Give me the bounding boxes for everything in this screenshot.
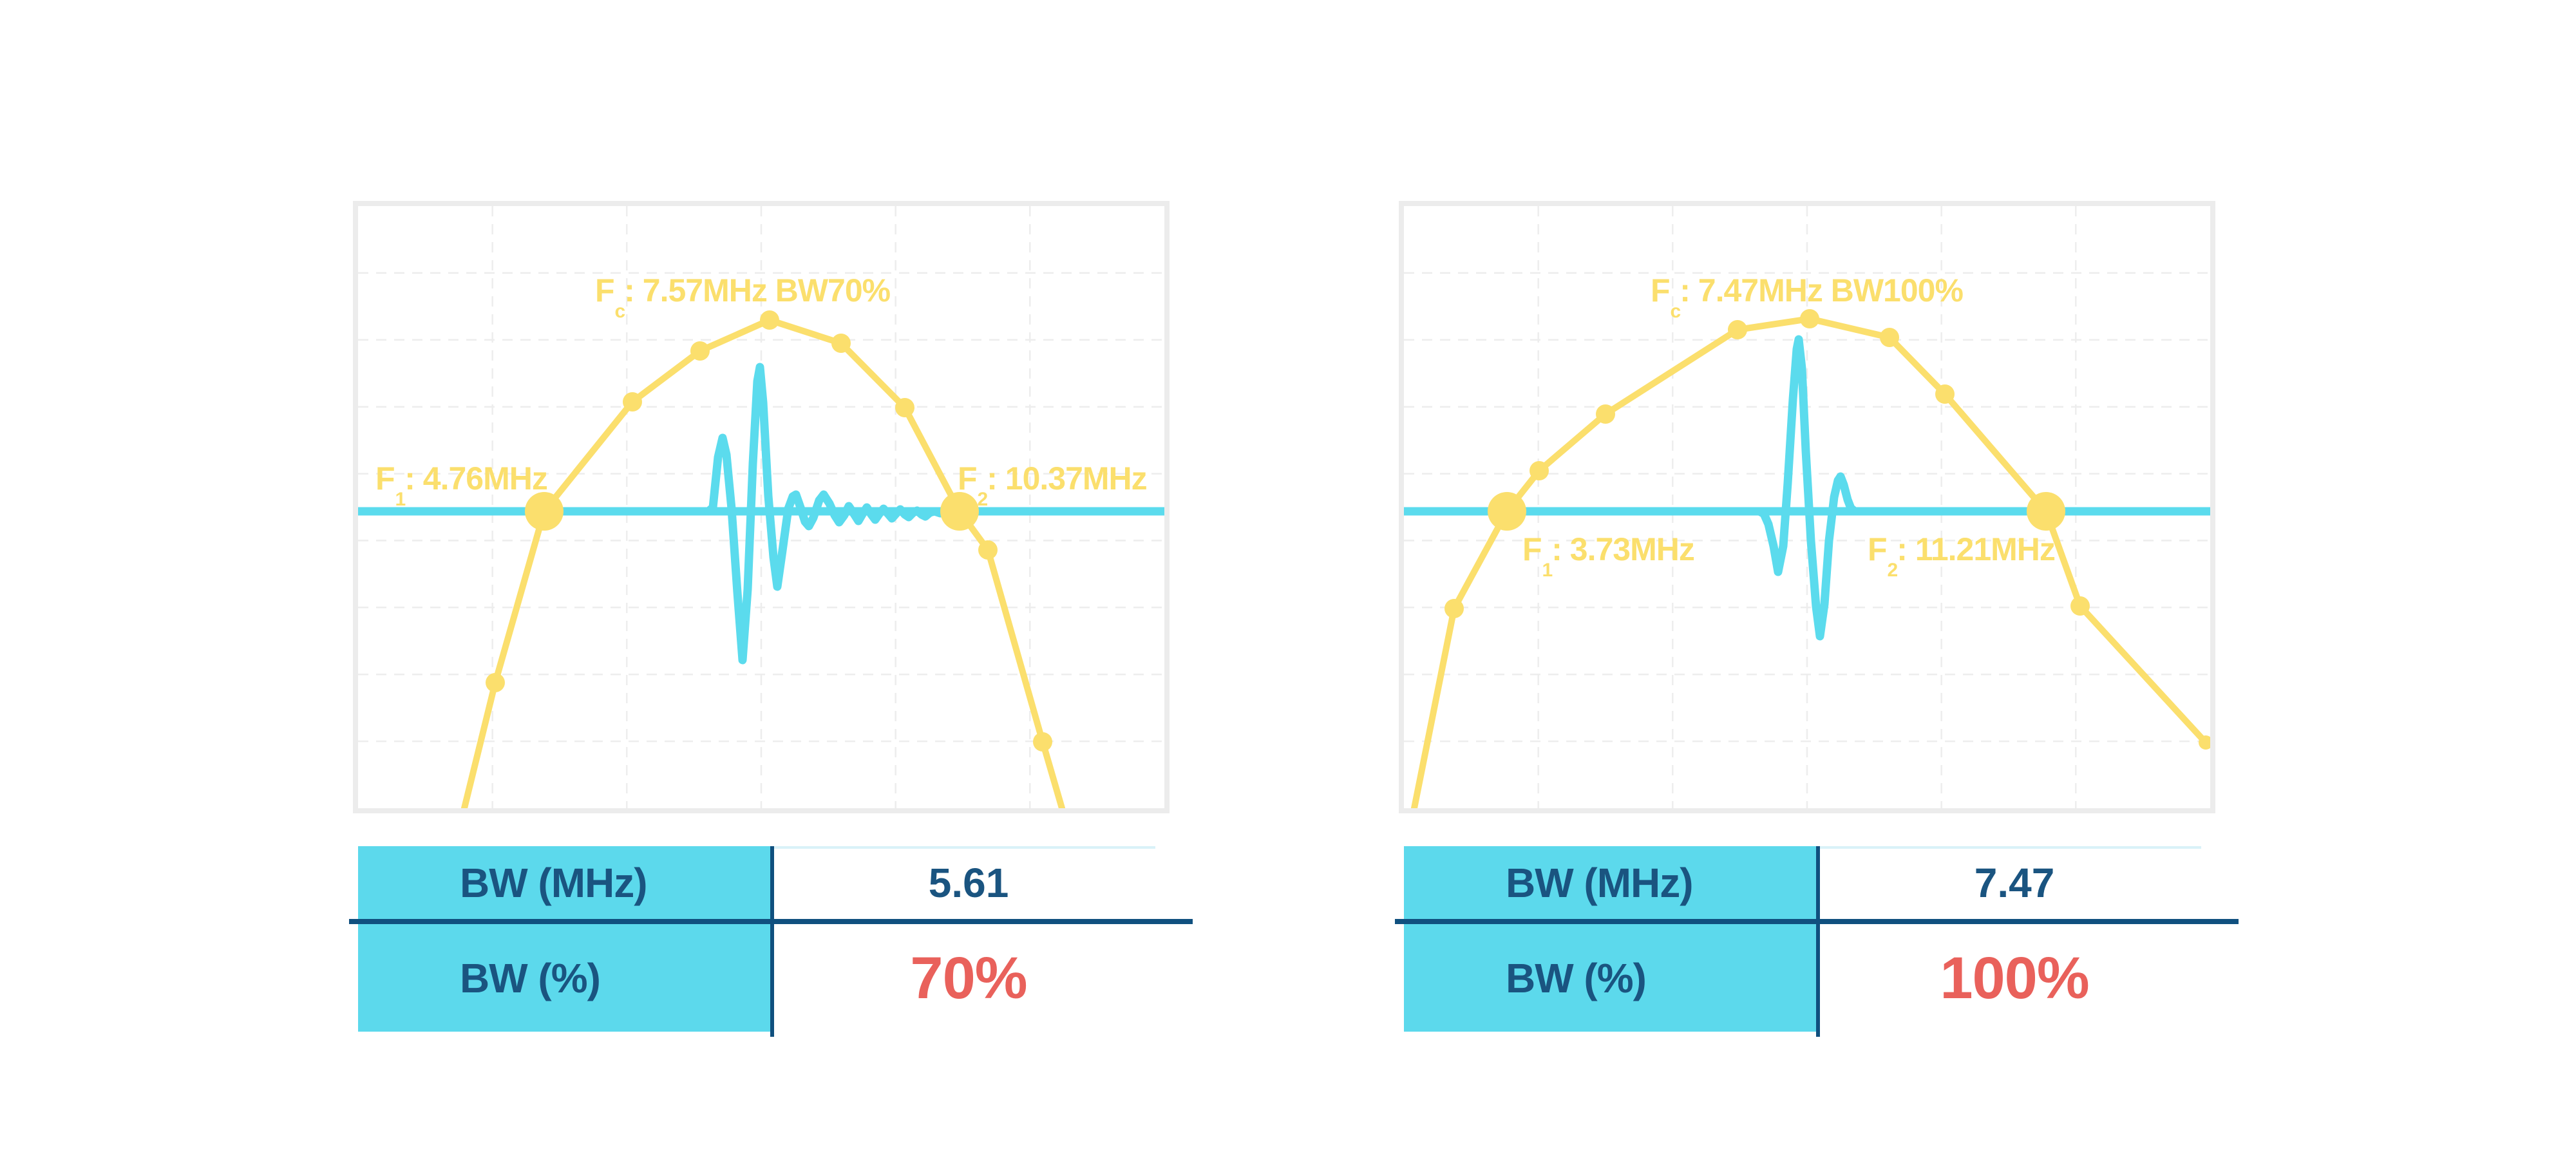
spectrum-point-marker — [690, 341, 710, 361]
bandwidth-crossing-marker — [2027, 492, 2065, 531]
f2-value-text: : 10.37MHz — [987, 460, 1147, 497]
table-column-divider — [1816, 846, 1820, 1037]
bw-percent-value: 70% — [910, 945, 1027, 1011]
f2-value-text: : 11.21MHz — [1897, 531, 2056, 567]
spectrum-point-marker — [895, 398, 914, 417]
spectrum-point-marker — [1880, 328, 1899, 347]
pulse-waveform — [1755, 335, 1859, 641]
fc-value-text: : 7.47MHz BW100% — [1680, 272, 1964, 308]
center-frequency-annotation: Fc: 7.57MHz BW70% — [595, 272, 891, 321]
spectrum-point-marker — [1530, 461, 1549, 480]
f2-annotation: F2: 11.21MHz — [1868, 531, 2056, 580]
spectrum-point-marker — [2070, 596, 2090, 616]
spectrum-point-marker — [1800, 309, 1819, 328]
spectrum-point-marker — [486, 673, 505, 692]
spectrum-point-marker — [1596, 404, 1615, 424]
fc-symbol: F — [1651, 272, 1671, 308]
f1-annotation: F1: 4.76MHz — [375, 460, 548, 509]
f1-subscript: 1 — [1542, 560, 1553, 581]
bandwidth-crossing-marker — [1488, 492, 1526, 531]
bw-percent-label: BW (%) — [1506, 954, 1647, 1001]
bandwidth-crossing-marker — [940, 492, 979, 531]
bandwidth-crossing-marker — [525, 492, 564, 531]
spectrum-point-marker — [1935, 384, 1955, 404]
f2-symbol: F — [958, 460, 978, 497]
f1-value-text: : 3.73MHz — [1551, 531, 1695, 567]
table-top-rule — [1820, 846, 2201, 849]
bw-mhz-value: 5.61 — [928, 859, 1009, 906]
fc-symbol: F — [595, 272, 615, 308]
bw-mhz-value: 7.47 — [1974, 859, 2055, 906]
table-column-divider — [770, 846, 774, 1037]
f1-subscript: 1 — [395, 489, 406, 510]
bw-percent-value: 100% — [1940, 945, 2089, 1011]
spectrum-point-marker — [1444, 599, 1464, 618]
spectrum-point-marker — [760, 310, 779, 330]
table-top-rule — [774, 846, 1155, 849]
chart-plot-area-right — [1404, 206, 2210, 808]
bw-mhz-label: BW (MHz) — [1506, 859, 1694, 906]
pulse-spectrum-chart-right: Fc: 7.47MHz BW100% F1: 3.73MHz F2: 11.21… — [1399, 201, 2215, 813]
spectrum-curve — [461, 317, 1065, 808]
spectrum-point-marker — [978, 540, 998, 560]
spectrum-point-marker — [2199, 735, 2210, 750]
pulse-spectrum-chart-left: Fc: 7.57MHz BW70% F1: 4.76MHz F2: 10.37M… — [353, 201, 1170, 813]
center-frequency-annotation: Fc: 7.47MHz BW100% — [1651, 272, 1964, 321]
table-header-column-fill — [1404, 846, 1816, 1032]
f1-symbol: F — [1522, 531, 1542, 567]
fc-subscript: c — [1670, 301, 1681, 322]
fc-subscript: c — [614, 301, 626, 322]
pulse-waveform — [704, 363, 956, 665]
f2-annotation: F2: 10.37MHz — [958, 460, 1148, 509]
spectrum-point-marker — [831, 334, 851, 353]
bw-table-left: BW (MHz) 5.61 BW (%) 70% — [349, 846, 1202, 1039]
table-header-column-fill — [358, 846, 770, 1032]
spectrum-point-marker — [1033, 732, 1052, 752]
f2-symbol: F — [1868, 531, 1888, 567]
bw-table-right: BW (MHz) 7.47 BW (%) 100% — [1395, 846, 2248, 1039]
fc-value-text: : 7.57MHz BW70% — [624, 272, 891, 308]
bw-mhz-label: BW (MHz) — [460, 859, 648, 906]
spectrum-point-marker — [623, 392, 642, 411]
f1-symbol: F — [375, 460, 395, 497]
f2-subscript: 2 — [1887, 560, 1899, 581]
f2-subscript: 2 — [977, 489, 989, 510]
spectrum-point-marker — [1728, 320, 1747, 339]
bw-percent-label: BW (%) — [460, 954, 601, 1001]
f1-annotation: F1: 3.73MHz — [1522, 531, 1695, 580]
chart-plot-area-left — [358, 206, 1164, 808]
f1-value-text: : 4.76MHz — [404, 460, 548, 497]
